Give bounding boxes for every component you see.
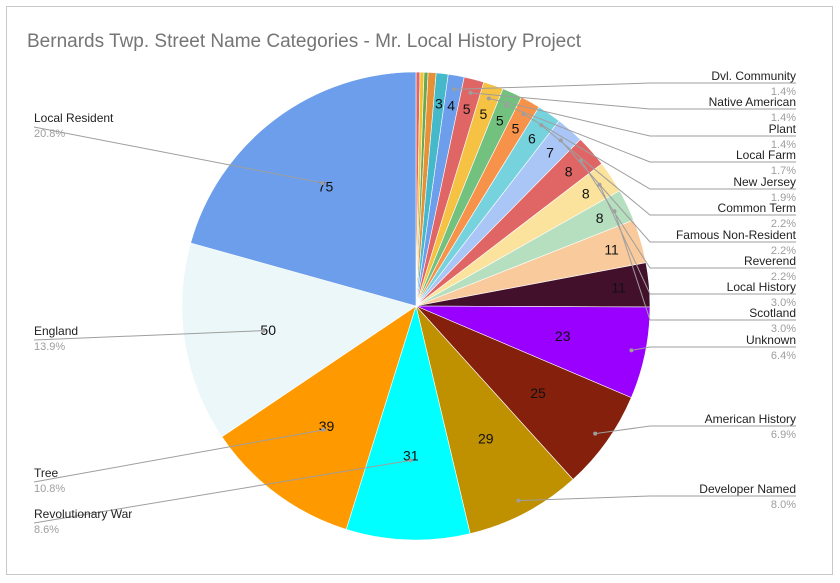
slice-name-label: Native American <box>709 95 796 109</box>
slice-name-label: Unknown <box>746 333 796 347</box>
leader-line <box>631 346 796 351</box>
slice-percent-label: 1.4% <box>771 112 796 124</box>
slice-value-label: 75 <box>318 179 334 195</box>
slice-value-label: 8 <box>596 210 604 226</box>
slice-percent-label: 1.4% <box>771 139 796 151</box>
leader-line <box>560 140 796 243</box>
leader-line <box>599 184 796 295</box>
leader-dot <box>468 90 473 95</box>
slice-value-label: 23 <box>555 328 571 344</box>
pie-slice <box>415 305 574 535</box>
slice-percent-label: 3.0% <box>771 323 796 335</box>
slice-percent-label: 3.0% <box>771 297 796 309</box>
slice-name-label: Dvl. Community <box>711 69 796 83</box>
slice-value-label: 8 <box>582 186 590 202</box>
pie-slice <box>221 305 417 530</box>
slice-percent-label: 10.8% <box>34 483 65 495</box>
slice-value-label: 11 <box>604 242 619 258</box>
slice-percent-label: 1.9% <box>771 192 796 204</box>
slice-value-label: 29 <box>478 431 494 447</box>
leader-line <box>580 160 796 269</box>
leader-line <box>33 429 324 483</box>
slice-name-label: Local Farm <box>736 148 796 162</box>
slice-value-label: 5 <box>512 120 520 136</box>
slice-percent-label: 6.9% <box>771 429 796 441</box>
leader-line <box>506 105 796 163</box>
slice-percent-label: 20.8% <box>34 128 65 140</box>
leader-line <box>613 211 796 321</box>
leader-line <box>523 113 796 190</box>
slice-percent-label: 6.4% <box>771 350 796 362</box>
slice-name-label: Scotland <box>749 306 796 320</box>
slice-value-label: 5 <box>496 113 504 129</box>
leader-line <box>33 459 411 524</box>
slice-value-label: 4 <box>447 98 455 114</box>
slice-value-label: 39 <box>319 418 335 434</box>
leader-line <box>540 124 796 216</box>
leader-line <box>488 97 796 137</box>
pie-slice <box>345 304 471 541</box>
slice-name-label: New Jersey <box>733 175 796 189</box>
slice-percent-label: 2.2% <box>771 271 796 283</box>
slice-name-label: Tree <box>34 466 59 480</box>
slice-value-label: 31 <box>403 448 419 464</box>
slice-value-label: 3 <box>435 96 443 112</box>
slice-value-label: 7 <box>546 145 554 161</box>
slice-name-label: American History <box>705 412 796 426</box>
slice-percent-label: 2.2% <box>771 245 796 257</box>
slice-name-label: England <box>34 324 78 338</box>
leader-line <box>518 495 796 502</box>
chart-title: Bernards Twp. Street Name Categories - M… <box>27 31 582 52</box>
slice-value-label: 11 <box>611 280 626 296</box>
slice-name-label: Revolutionary War <box>34 507 132 521</box>
leader-dot <box>408 458 413 463</box>
slice-percent-label: 1.4% <box>771 86 796 98</box>
slice-value-label: 8 <box>565 163 573 179</box>
leader-line <box>453 82 796 90</box>
pie-slice <box>190 71 417 307</box>
leader-dot <box>629 348 634 353</box>
slice-percent-label: 1.7% <box>771 165 796 177</box>
slice-percent-label: 8.6% <box>34 524 59 536</box>
leader-line <box>595 425 796 435</box>
leader-dot <box>504 103 509 108</box>
pie-slice <box>181 242 417 438</box>
slice-name-label: Local History <box>727 280 796 294</box>
leader-line <box>470 92 796 110</box>
slice-name-label: Common Term <box>718 201 796 215</box>
slice-name-label: Developer Named <box>699 482 796 496</box>
leader-dot <box>486 96 491 101</box>
slice-percent-label: 2.2% <box>771 218 796 230</box>
slice-name-label: Plant <box>769 122 797 136</box>
leader-line <box>33 126 323 184</box>
slice-name-label: Local Resident <box>34 111 114 125</box>
slice-name-label: Reverend <box>744 254 796 268</box>
slice-value-label: 5 <box>463 101 471 117</box>
slice-value-label: 6 <box>528 131 536 147</box>
slice-value-label: 25 <box>530 385 546 401</box>
slice-percent-label: 8.0% <box>771 499 796 511</box>
slice-percent-label: 13.9% <box>34 341 65 353</box>
slice-value-label: 50 <box>260 322 276 338</box>
slice-value-label: 5 <box>480 106 488 122</box>
leader-line <box>33 330 264 341</box>
slice-name-label: Famous Non-Resident <box>676 228 797 242</box>
